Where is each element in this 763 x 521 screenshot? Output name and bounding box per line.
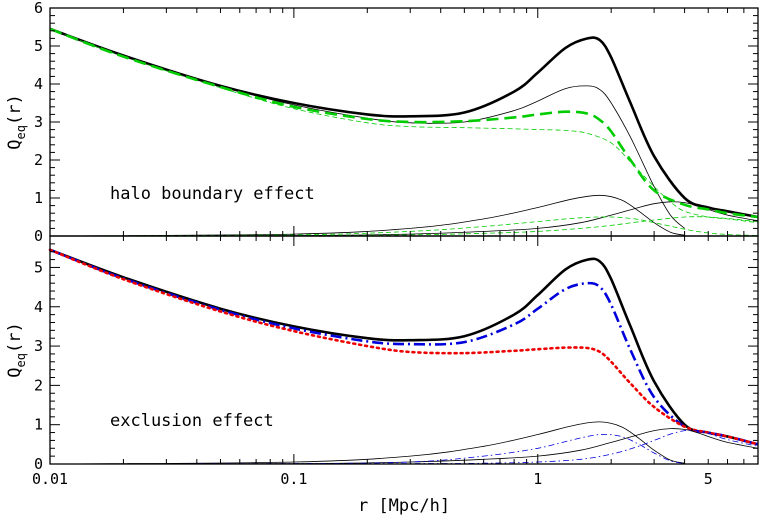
x-tick-label: 1 <box>533 470 542 488</box>
bottom-series-4-thin-black <box>49 428 759 465</box>
top-series-2-thin-black <box>49 194 685 237</box>
y-tick-label: 0 <box>34 455 43 473</box>
top-ylabel: Qeq(r) <box>5 94 28 149</box>
bottom-series-5-thin-blue-dashdot <box>49 433 685 465</box>
y-tick-label: 3 <box>34 337 43 355</box>
y-tick-label: 4 <box>34 75 43 93</box>
x-tick-label: 0.01 <box>32 470 68 488</box>
top-series-5-thin-green-dashed <box>49 28 759 224</box>
y-tick-label: 4 <box>34 298 43 316</box>
top-series-0-thick-black <box>49 27 759 219</box>
y-tick-label: 5 <box>34 37 43 55</box>
y-tick-label: 2 <box>34 151 43 169</box>
bottom-series-0-thick-black <box>49 248 759 446</box>
top-series-6-thin-green-dashed <box>49 216 759 237</box>
y-tick-label: 1 <box>34 189 43 207</box>
y-tick-label: 0 <box>34 227 43 245</box>
bottom-panel-frame <box>49 235 759 465</box>
bottom-curves <box>48 248 760 465</box>
bottom-series-6-thin-blue-dashdot <box>49 429 759 465</box>
top-curves <box>49 27 759 237</box>
y-tick-label: 2 <box>34 376 43 394</box>
top-series-4-thick-green-dashed <box>49 27 759 219</box>
top-series-7-thin-green-dashed <box>49 216 759 237</box>
bottom-series-2-thick-red-dotted <box>48 248 760 446</box>
top-series-1-thin-black <box>49 28 685 229</box>
bottom-annotation: exclusion effect <box>110 411 274 431</box>
bottom-ylabel: Qeq(r) <box>5 322 28 377</box>
top-annotation: halo boundary effect <box>110 184 315 204</box>
y-tick-label: 3 <box>34 113 43 131</box>
top-series-3-thin-black <box>49 201 759 237</box>
bottom-series-3-thin-black <box>49 421 685 465</box>
x-tick-label: 5 <box>704 470 713 488</box>
x-axis-label: r [Mpc/h] <box>358 496 450 516</box>
y-tick-label: 1 <box>34 416 43 434</box>
y-tick-label: 6 <box>34 0 43 17</box>
top-panel: 0 1 2 3 4 5 6 halo boundary effect Qeq(r) <box>5 0 759 245</box>
bottom-ticks: 0 1 2 3 4 5 0.01 0.1 1 5 <box>32 235 759 488</box>
x-tick-label: 0.1 <box>280 470 307 488</box>
bottom-series-1-thick-blue-dashdot <box>49 248 759 446</box>
top-ticks: 0 1 2 3 4 5 6 <box>34 0 759 245</box>
y-tick-label: 5 <box>34 258 43 276</box>
